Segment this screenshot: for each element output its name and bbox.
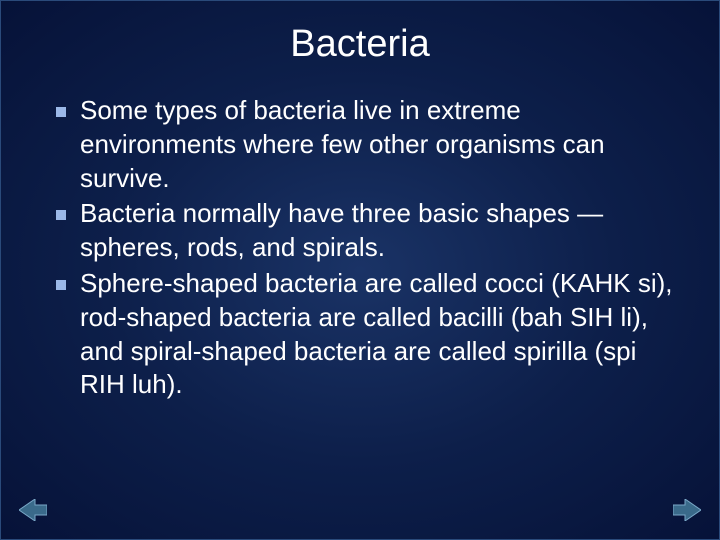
slide-content: Some types of bacteria live in extreme e…	[1, 94, 719, 402]
bullet-text: Bacteria normally have three basic shape…	[80, 197, 679, 265]
prev-button[interactable]	[19, 499, 47, 521]
bullet-icon	[56, 280, 66, 290]
list-item: Sphere-shaped bacteria are called cocci …	[56, 267, 679, 402]
next-button[interactable]	[673, 499, 701, 521]
list-item: Bacteria normally have three basic shape…	[56, 197, 679, 265]
arrow-left-icon	[19, 499, 47, 521]
bullet-text: Some types of bacteria live in extreme e…	[80, 94, 679, 195]
bullet-icon	[56, 107, 66, 117]
arrow-right-icon	[673, 499, 701, 521]
slide-title: Bacteria	[1, 1, 719, 94]
bullet-text: Sphere-shaped bacteria are called cocci …	[80, 267, 679, 402]
list-item: Some types of bacteria live in extreme e…	[56, 94, 679, 195]
bullet-icon	[56, 210, 66, 220]
